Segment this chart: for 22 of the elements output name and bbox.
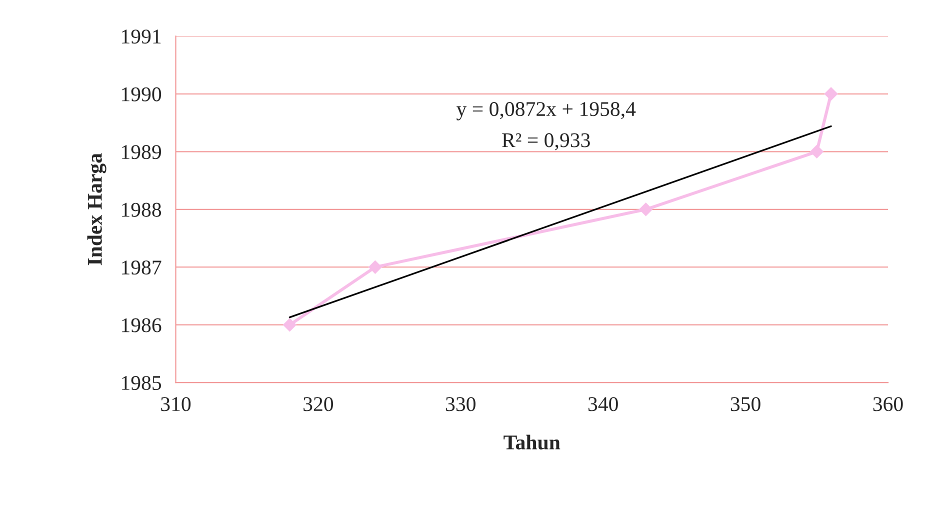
x-tick-label: 320 xyxy=(304,397,334,412)
y-tick-label: 1990 xyxy=(122,87,162,102)
x-tick-label: 310 xyxy=(161,397,191,412)
annotation: y = 0,0872x + 1958,4 xyxy=(456,102,636,120)
point xyxy=(639,202,652,216)
y-tick-label: 1991 xyxy=(122,30,161,44)
x-tick-label: 330 xyxy=(446,397,476,412)
y-tick-label: 1985 xyxy=(122,376,162,390)
x-axis-title: Tahun xyxy=(504,434,560,450)
x-tick-label: 350 xyxy=(730,397,760,412)
annotation: R² = 0,933 xyxy=(502,133,590,150)
point xyxy=(810,145,824,158)
y-tick-label: 1987 xyxy=(122,260,162,275)
y-tick-label: 1986 xyxy=(122,318,162,332)
y-tick-label: 1988 xyxy=(122,202,162,217)
point xyxy=(824,87,838,101)
point xyxy=(368,260,382,274)
x-tick-label: 360 xyxy=(873,397,903,412)
y-axis-title: Index Harga xyxy=(87,153,106,266)
y-tick-label: 1989 xyxy=(122,145,162,160)
x-tick-label: 340 xyxy=(588,397,618,412)
point xyxy=(283,318,296,332)
